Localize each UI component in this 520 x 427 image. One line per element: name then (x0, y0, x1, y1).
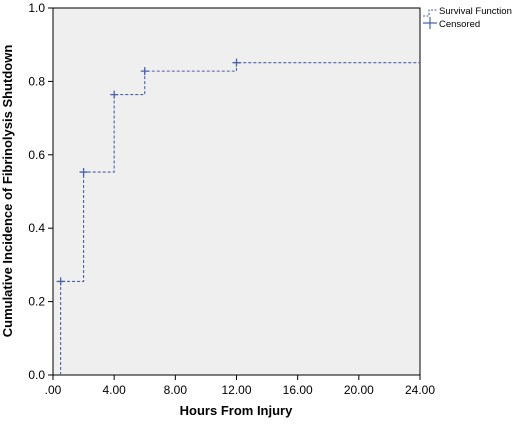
y-axis-ticks: 0.0 0.2 0.4 0.6 0.8 1.0 (28, 1, 53, 382)
y-tick-label: 0.4 (28, 221, 45, 235)
y-axis-title: Cumulative Incidence of Fibrinolysis Shu… (0, 45, 15, 338)
x-tick-label: .00 (45, 383, 62, 397)
legend: Survival Function Censored (423, 6, 512, 30)
x-tick-label: 12.00 (221, 383, 251, 397)
legend-step-icon (423, 9, 437, 17)
y-tick-label: 0.0 (28, 368, 45, 382)
x-tick-label: 4.00 (102, 383, 126, 397)
survival-step-line (60, 62, 420, 375)
x-axis-title: Hours From Injury (180, 403, 293, 418)
censored-marker (110, 90, 119, 99)
x-tick-label: 20.00 (344, 383, 374, 397)
censored-marker (140, 67, 149, 76)
legend-label-survival: Survival Function (439, 6, 512, 17)
y-tick-label: 0.8 (28, 74, 45, 88)
x-tick-label: 24.00 (405, 383, 435, 397)
y-tick-label: 1.0 (28, 1, 45, 15)
x-tick-label: 8.00 (164, 383, 188, 397)
legend-censored-icon (423, 17, 437, 29)
censored-marker (232, 58, 241, 67)
censored-marker (56, 277, 65, 286)
y-tick-label: 0.6 (28, 148, 45, 162)
censored-marker (79, 168, 88, 177)
x-axis-ticks: .00 4.00 8.00 12.00 16.00 20.00 24.00 (45, 375, 435, 397)
series-layer (56, 58, 420, 375)
legend-label-censored: Censored (439, 19, 480, 30)
y-tick-label: 0.2 (28, 295, 45, 309)
x-tick-label: 16.00 (283, 383, 313, 397)
